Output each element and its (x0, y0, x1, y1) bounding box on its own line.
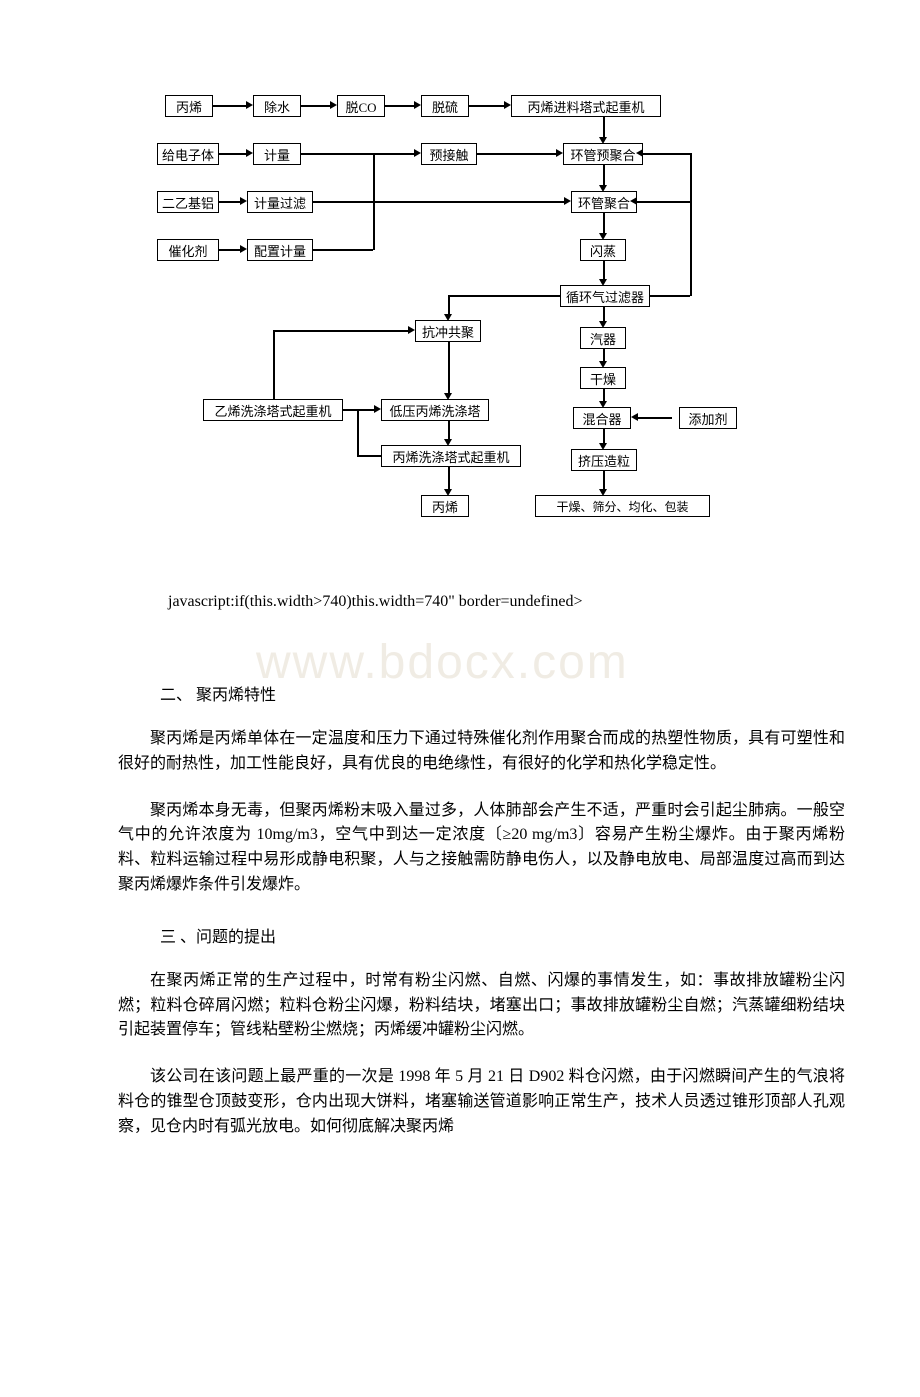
node-gdzt: 给电子体 (157, 143, 219, 165)
node-bxjlta: 丙烯进料塔式起重机 (511, 95, 661, 117)
image-caption: javascript:if(this.width>740)this.width=… (168, 593, 845, 611)
section3-heading: 三 、问题的提出 (160, 923, 845, 947)
node-chh: 催化剂 (157, 239, 219, 261)
node-chushui: 除水 (253, 95, 301, 117)
node-hgjh: 环管聚合 (571, 191, 637, 213)
node-ganzao: 干燥 (580, 367, 626, 389)
node-bingxi2: 丙烯 (421, 495, 469, 517)
node-jyzl: 挤压造粒 (571, 449, 637, 471)
node-xhqglq: 循环气过滤器 (560, 285, 650, 307)
node-hgyjh: 环管预聚合 (563, 143, 643, 165)
node-jiliang1: 计量 (253, 143, 301, 165)
node-qiqi: 汽器 (580, 327, 626, 349)
node-pzjl: 配置计量 (247, 239, 313, 261)
node-bingxi: 丙烯 (165, 95, 213, 117)
node-tianjiaji: 添加剂 (679, 407, 737, 429)
node-bxxdta: 丙烯洗涤塔式起重机 (381, 445, 521, 467)
node-kcgj: 抗冲共聚 (415, 320, 481, 342)
watermark: www.bdocx.com (256, 635, 629, 690)
node-tuoliu: 脱硫 (421, 95, 469, 117)
node-yujh: 预接触 (421, 143, 477, 165)
node-eyjl: 二乙基铝 (157, 191, 219, 213)
node-shanzheng: 闪蒸 (580, 239, 626, 261)
flowchart-diagram: 丙烯 除水 脱CO 脱硫 丙烯进料塔式起重机 给电子体 计量 预接触 环管预聚合… (165, 95, 765, 575)
node-tuoCO: 脱CO (337, 95, 385, 117)
node-jlgl: 计量过滤 (247, 191, 313, 213)
section2-p2: 聚丙烯本身无毒，但聚丙烯粉末吸入量过多，人体肺部会产生不适，严重时会引起尘肺病。… (118, 799, 845, 898)
section3-p2: 该公司在该问题上最严重的一次是 1998 年 5 月 21 日 D902 料仓闪… (118, 1065, 845, 1139)
section3-p1: 在聚丙烯正常的生产过程中，时常有粉尘闪燃、自燃、闪爆的事情发生，如：事故排放罐粉… (118, 969, 845, 1043)
node-yxxdta: 乙烯洗涤塔式起重机 (203, 399, 343, 421)
node-dybxxdt: 低压丙烯洗涤塔 (381, 399, 489, 421)
node-hunheqi: 混合器 (573, 407, 631, 429)
section2-p1: 聚丙烯是丙烯单体在一定温度和压力下通过特殊催化剂作用聚合而成的热塑性物质，具有可… (118, 727, 845, 777)
node-final: 干燥、筛分、均化、包装 (535, 495, 710, 517)
